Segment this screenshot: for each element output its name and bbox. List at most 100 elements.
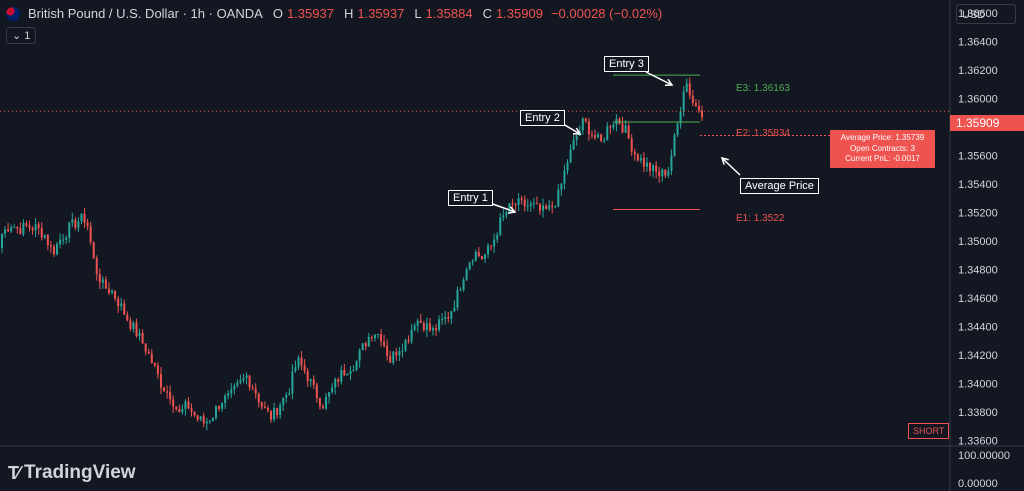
- candle-body: [670, 155, 673, 172]
- average-price-annotation[interactable]: Average Price: [740, 178, 819, 194]
- candle: [31, 226, 34, 235]
- candle: [529, 200, 532, 212]
- close-label: C: [482, 6, 492, 21]
- tradingview-logo-icon: T⁄: [8, 462, 20, 483]
- candle: [569, 144, 572, 164]
- candle: [288, 388, 291, 396]
- candle: [89, 221, 92, 245]
- candle-body: [123, 303, 126, 315]
- candle: [349, 365, 352, 381]
- candle-body: [312, 379, 315, 385]
- candle: [257, 392, 260, 408]
- candle: [383, 334, 386, 348]
- candle: [129, 316, 132, 332]
- candle: [138, 328, 141, 341]
- candle-body: [303, 365, 306, 371]
- candle-body: [389, 355, 392, 363]
- symbol-title[interactable]: British Pound / U.S. Dollar · 1h · OANDA: [28, 6, 263, 21]
- candle-body: [68, 222, 71, 238]
- candle: [40, 222, 43, 241]
- candle-body: [120, 303, 123, 307]
- candle-body: [205, 421, 208, 424]
- price-tick-label: 1.35200: [958, 207, 998, 219]
- candle: [159, 367, 162, 395]
- candle: [59, 233, 62, 249]
- candle: [416, 318, 419, 333]
- level-lines: [0, 71, 950, 214]
- candle: [337, 377, 340, 387]
- candle-body: [395, 351, 398, 356]
- price-tick-label: 1.34400: [958, 321, 998, 333]
- candle: [126, 311, 129, 322]
- candle: [563, 164, 566, 190]
- candle: [398, 346, 401, 361]
- candle-body: [477, 251, 480, 257]
- candle-body: [251, 387, 254, 389]
- candle-body: [569, 149, 572, 163]
- candle-body: [227, 393, 230, 396]
- indicator-collapse-button[interactable]: ⌄ 1: [6, 27, 37, 44]
- candle-body: [355, 360, 358, 370]
- candle: [664, 169, 667, 179]
- candle: [242, 373, 245, 384]
- candle-body: [288, 393, 291, 395]
- candle: [621, 116, 624, 134]
- open-label: O: [272, 6, 283, 21]
- tradingview-logo[interactable]: T⁄ TradingView: [8, 462, 136, 484]
- candle: [694, 98, 697, 108]
- candle-body: [144, 343, 147, 352]
- candle: [153, 362, 156, 368]
- candle: [123, 299, 126, 316]
- candle-body: [263, 406, 266, 409]
- candle-body: [584, 118, 587, 122]
- e2-level-label: E2: 1.35834: [736, 128, 790, 139]
- candle: [184, 399, 187, 416]
- candle: [135, 318, 138, 338]
- brand-name: TradingView: [24, 462, 136, 483]
- candle-body: [630, 138, 633, 152]
- candle-body: [349, 371, 352, 374]
- candle-body: [441, 319, 444, 321]
- candle: [352, 365, 355, 372]
- candle: [658, 166, 661, 183]
- candle-body: [62, 239, 65, 241]
- entry1-annotation[interactable]: Entry 1: [448, 190, 493, 206]
- candle: [328, 392, 331, 404]
- candle-body: [46, 235, 49, 246]
- entry2-annotation[interactable]: Entry 2: [520, 110, 565, 126]
- candle: [49, 240, 52, 254]
- candle: [306, 368, 309, 387]
- candle: [511, 198, 514, 209]
- candle-body: [193, 411, 196, 416]
- candle-body: [19, 228, 22, 235]
- candle: [432, 325, 435, 336]
- e1-level-label: E1: 1.3522: [736, 213, 785, 224]
- candle: [95, 255, 98, 281]
- candle: [395, 348, 398, 361]
- candle-body: [254, 388, 257, 394]
- candle-body: [340, 369, 343, 382]
- entry3-annotation[interactable]: Entry 3: [604, 56, 649, 72]
- candle: [285, 391, 288, 403]
- candle-body: [10, 227, 13, 232]
- candle-body: [135, 322, 138, 337]
- candle-body: [31, 228, 34, 231]
- candle-body: [40, 227, 43, 238]
- candle-body: [404, 340, 407, 351]
- candle: [101, 276, 104, 289]
- candle-body: [649, 162, 652, 171]
- candle: [670, 149, 673, 176]
- candle: [34, 218, 37, 237]
- candle-body: [462, 279, 465, 290]
- candle: [331, 383, 334, 394]
- candle: [297, 355, 300, 370]
- candle-body: [107, 288, 110, 293]
- candle-body: [175, 406, 178, 409]
- currency-selector[interactable]: USD: [956, 4, 1016, 24]
- symbol-header: British Pound / U.S. Dollar · 1h · OANDA…: [6, 6, 662, 21]
- candle-body: [444, 316, 447, 320]
- candle: [413, 322, 416, 332]
- candle-body: [664, 169, 667, 176]
- open-contracts-line: Open Contracts: 3: [850, 143, 915, 153]
